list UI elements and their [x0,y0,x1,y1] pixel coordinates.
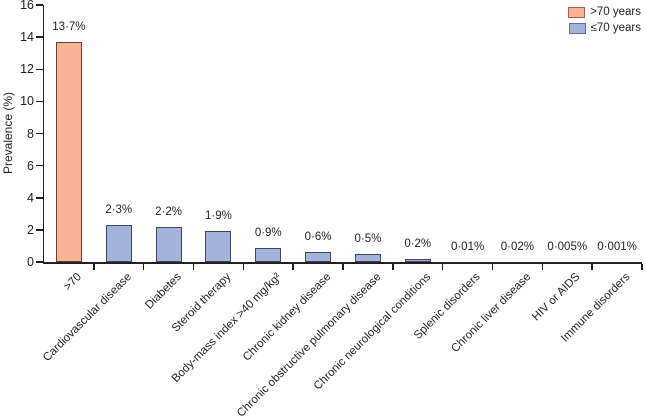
legend-label-under-70: ≤70 years [590,22,641,34]
x-tick [342,263,344,270]
legend: >70 years ≤70 years [568,6,641,38]
y-tick [36,100,43,103]
legend-item-over-70: >70 years [568,6,641,18]
y-tick-label: 0 [27,255,34,269]
y-tick-label: 8 [27,126,34,141]
y-tick [36,132,43,135]
y-tick [36,164,43,167]
bar [305,252,332,262]
y-tick-label: 6 [27,158,34,173]
bar-value-label: 1·9% [204,210,232,223]
x-category-label: HIV or AIDS [530,271,583,324]
y-tick [36,68,43,70]
y-tick-label: 14 [20,30,34,45]
bar-value-label: 13·7% [52,20,86,33]
x-tick [93,263,95,270]
bar [105,225,132,262]
y-tick [36,36,43,38]
bar-value-label: 0·005% [547,241,588,253]
y-tick-label: 16 [20,0,34,12]
x-tick [591,263,593,270]
y-tick-label: 12 [20,62,34,77]
legend-label-over-70: >70 years [590,6,641,18]
bar-value-label: 0·001% [597,241,637,253]
bar-value-label: 0·9% [254,226,282,239]
legend-swatch-over-70 [568,6,586,18]
bar-value-label: 0·5% [354,232,382,245]
x-tick [142,263,145,270]
legend-swatch-under-70 [568,22,586,34]
y-tick-label: 2 [27,222,34,237]
bar [155,226,182,262]
y-tick [36,229,43,231]
bar [404,258,431,262]
bar [354,253,381,262]
bar-value-label: 0·01% [450,241,485,253]
x-axis-line [42,262,642,264]
bar-value-label: 0·2% [404,237,432,250]
y-tick [36,261,43,263]
x-tick [541,263,544,270]
x-category-label: Cardiovascular disease [41,271,135,365]
y-axis-line [42,5,44,264]
bar-value-label: 0·02% [500,241,535,253]
x-category-label: Chronic kidney disease [241,271,334,364]
bar-value-label: 0·6% [304,231,332,244]
x-tick [491,263,494,270]
x-category-label: >70 [62,271,85,294]
y-tick [36,197,43,199]
bar [205,231,232,262]
legend-item-under-70: ≤70 years [568,22,641,34]
y-tick-label: 4 [27,190,34,205]
x-category-label: Diabetes [143,271,185,312]
x-tick [641,263,643,270]
bar-value-label: 2·2% [155,205,182,218]
y-tick-label: 10 [20,94,34,109]
x-tick [192,263,195,270]
x-tick [242,263,245,270]
x-tick [292,263,294,270]
y-tick [36,4,43,6]
x-tick [392,263,394,270]
x-tick [441,263,444,270]
bar [255,247,282,262]
bar [55,41,82,262]
bar-value-label: 2·3% [105,204,133,217]
